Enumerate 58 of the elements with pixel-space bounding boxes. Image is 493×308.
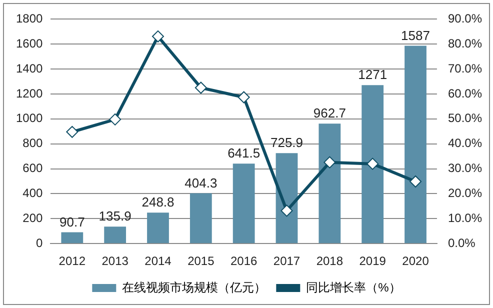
y-tick-label: 600 — [22, 161, 44, 176]
y2-tick-label: 60.0% — [448, 86, 482, 100]
bar — [232, 164, 255, 244]
data-label: 248.8 — [142, 194, 174, 210]
y-tick-label: 800 — [22, 136, 44, 150]
y2-tick-label: 70.0% — [448, 61, 482, 76]
y2-tick-label: 10.0% — [448, 210, 482, 225]
y-tick-label: 1000 — [16, 111, 44, 126]
data-label: 135.9 — [98, 208, 132, 224]
point — [66, 126, 78, 138]
bar — [147, 212, 169, 244]
data-label: 962.7 — [313, 106, 346, 121]
point — [280, 204, 293, 217]
x-tick-label: 2016 — [230, 254, 258, 268]
point — [238, 91, 250, 104]
bar — [362, 85, 384, 244]
y2-tick-label: 20.0% — [448, 186, 482, 200]
y2-tick-label: 30.0% — [448, 161, 482, 176]
x-tick-label: 2018 — [316, 254, 344, 268]
y-tick-label: 1400 — [16, 61, 44, 76]
point — [410, 176, 422, 188]
data-label: 1271 — [358, 67, 388, 82]
bar — [404, 46, 426, 244]
y2-tick-label: 40.0% — [448, 136, 482, 150]
y2-tick-label: 0.0% — [448, 236, 476, 250]
bar — [318, 124, 341, 244]
point — [324, 156, 336, 168]
data-label: 725.9 — [270, 135, 304, 150]
y2-tick-label: 90.0% — [448, 12, 482, 26]
data-label: 90.7 — [60, 214, 85, 230]
point — [366, 158, 379, 170]
x-tick-label: 2020 — [402, 254, 430, 268]
bar — [276, 153, 298, 244]
x-tick-label: 2019 — [359, 254, 386, 268]
y2-tick-label: 80.0% — [448, 36, 482, 50]
point — [194, 82, 207, 94]
y2-tick-label: 50.0% — [448, 111, 482, 126]
bar — [61, 232, 84, 244]
x-tick-label: 2015 — [188, 254, 215, 268]
point — [109, 113, 122, 126]
x-tick-label: 2017 — [273, 254, 300, 268]
y-tick-label: 1600 — [16, 36, 44, 50]
x-tick-label: 2014 — [144, 254, 172, 268]
bar — [190, 193, 212, 244]
y-tick-label: 0 — [36, 236, 44, 250]
y-tick-label: 200 — [22, 210, 44, 225]
data-label: 641.5 — [228, 146, 260, 161]
legend-label: 在线视频市场规模（亿元） — [122, 280, 266, 294]
data-label: 404.3 — [184, 175, 218, 190]
x-tick-label: 2012 — [58, 254, 86, 268]
legend-label: 同比增长率（%） — [306, 280, 401, 294]
bar — [104, 226, 126, 244]
y-tick-label: 1800 — [16, 12, 44, 26]
data-label: 1587 — [401, 28, 430, 43]
point — [152, 30, 164, 42]
x-tick-label: 2013 — [102, 254, 129, 268]
y-tick-label: 1200 — [16, 86, 44, 100]
y-tick-label: 400 — [22, 186, 44, 200]
